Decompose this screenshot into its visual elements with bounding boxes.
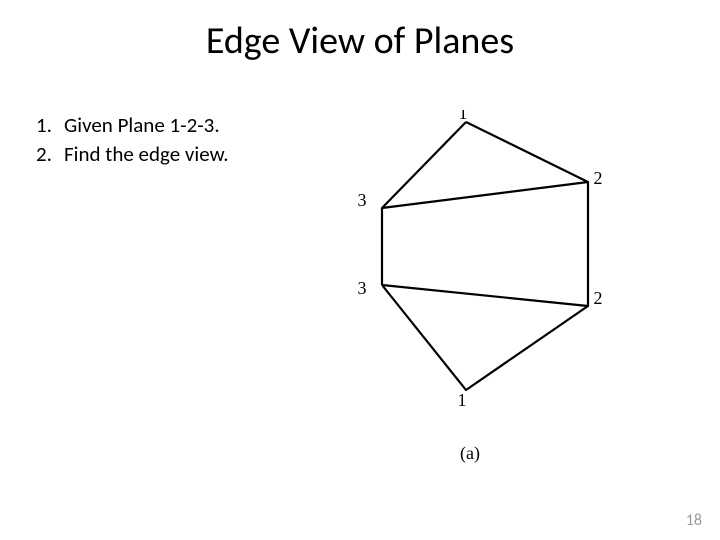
svg-text:1: 1 (459, 110, 468, 123)
list-item-text: Find the edge view. (64, 141, 229, 167)
svg-text:2: 2 (594, 168, 603, 188)
edge-view-diagram: 1 2 3 3 2 1 (a) (320, 110, 630, 480)
list-item: 1.Given Plane 1-2-3. (36, 112, 229, 139)
svg-text:3: 3 (358, 190, 367, 210)
list-item: 2.Find the edge view. (36, 141, 229, 168)
list-item-num: 1. (36, 112, 64, 139)
page-number: 18 (686, 511, 702, 530)
svg-text:(a): (a) (460, 443, 480, 464)
page-title: Edge View of Planes (0, 18, 720, 64)
list-item-text: Given Plane 1-2-3. (64, 112, 220, 138)
svg-text:3: 3 (358, 278, 367, 298)
list-item-num: 2. (36, 141, 64, 168)
svg-text:1: 1 (458, 390, 467, 410)
svg-text:2: 2 (594, 288, 603, 308)
instruction-list: 1.Given Plane 1-2-3. 2.Find the edge vie… (36, 112, 229, 171)
